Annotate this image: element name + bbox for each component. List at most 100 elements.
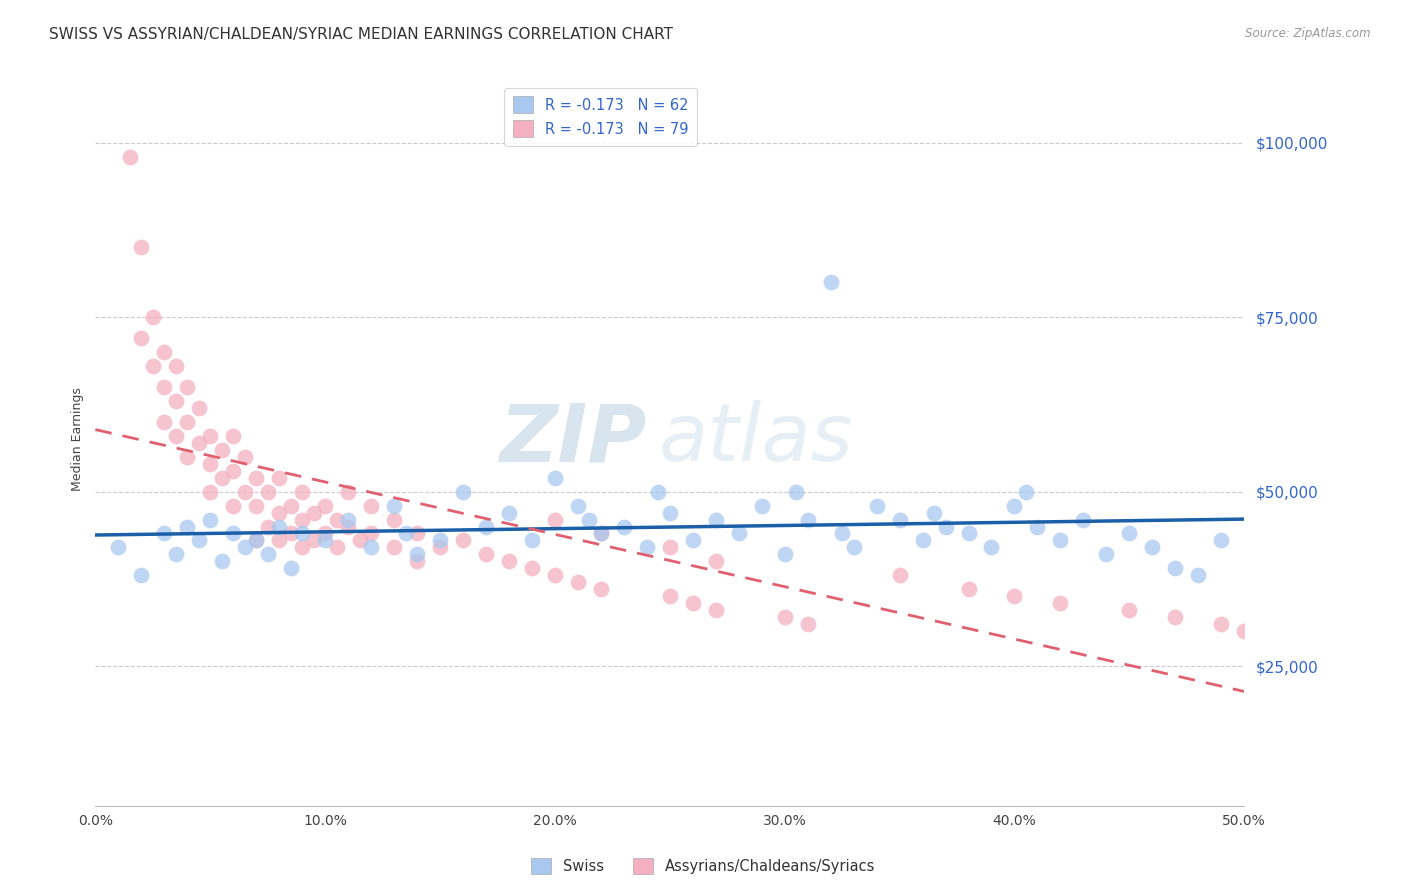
Point [578, 512, 600, 526]
Point [785, 484, 807, 499]
Point [682, 533, 704, 548]
Point [1004, 589, 1026, 603]
Point [360, 526, 382, 541]
Point [1015, 484, 1038, 499]
Point [200, 429, 222, 443]
Legend: Swiss, Assyrians/Chaldeans/Syriacs: Swiss, Assyrians/Chaldeans/Syriacs [524, 852, 882, 880]
Y-axis label: Median Earnings: Median Earnings [72, 387, 84, 491]
Point [567, 575, 589, 590]
Point [211, 442, 233, 457]
Point [165, 393, 187, 408]
Point [269, 519, 291, 533]
Point [406, 548, 429, 562]
Point [222, 464, 245, 478]
Point [337, 519, 360, 533]
Point [153, 345, 176, 359]
Point [842, 541, 865, 555]
Point [1095, 548, 1118, 562]
Point [153, 415, 176, 429]
Point [429, 533, 451, 548]
Point [280, 499, 302, 513]
Point [498, 554, 520, 568]
Point [1233, 624, 1256, 639]
Point [233, 450, 256, 464]
Point [187, 533, 209, 548]
Point [751, 499, 773, 513]
Point [142, 310, 165, 325]
Point [567, 499, 589, 513]
Point [187, 435, 209, 450]
Point [911, 533, 934, 548]
Point [1142, 541, 1164, 555]
Point [429, 541, 451, 555]
Point [406, 554, 429, 568]
Point [269, 471, 291, 485]
Point [820, 275, 842, 289]
Point [245, 499, 267, 513]
Point [302, 533, 325, 548]
Point [337, 512, 360, 526]
Point [451, 484, 474, 499]
Point [142, 359, 165, 373]
Point [360, 541, 382, 555]
Point [291, 512, 314, 526]
Point [475, 548, 498, 562]
Point [280, 526, 302, 541]
Point [153, 380, 176, 394]
Point [922, 506, 945, 520]
Point [291, 526, 314, 541]
Point [889, 512, 911, 526]
Point [245, 533, 267, 548]
Point [325, 541, 347, 555]
Point [451, 533, 474, 548]
Point [544, 512, 567, 526]
Point [1073, 512, 1095, 526]
Point [382, 512, 405, 526]
Point [256, 548, 278, 562]
Point [682, 596, 704, 610]
Point [889, 568, 911, 582]
Point [1118, 603, 1140, 617]
Point [544, 568, 567, 582]
Point [131, 240, 153, 254]
Point [1004, 499, 1026, 513]
Point [131, 568, 153, 582]
Legend: R = -0.173   N = 62, R = -0.173   N = 79: R = -0.173 N = 62, R = -0.173 N = 79 [505, 87, 697, 146]
Point [382, 541, 405, 555]
Point [314, 499, 336, 513]
Point [291, 541, 314, 555]
Point [1026, 519, 1049, 533]
Point [337, 484, 360, 499]
Point [589, 526, 612, 541]
Point [589, 582, 612, 597]
Point [934, 519, 956, 533]
Text: Source: ZipAtlas.com: Source: ZipAtlas.com [1246, 27, 1371, 40]
Point [314, 533, 336, 548]
Point [773, 610, 796, 624]
Point [957, 526, 980, 541]
Point [1164, 610, 1187, 624]
Point [222, 499, 245, 513]
Point [1164, 561, 1187, 575]
Point [704, 554, 727, 568]
Point [980, 541, 1002, 555]
Point [176, 519, 198, 533]
Text: ZIP: ZIP [499, 401, 647, 478]
Point [589, 526, 612, 541]
Point [176, 415, 198, 429]
Point [314, 526, 336, 541]
Point [647, 484, 669, 499]
Point [107, 541, 129, 555]
Point [211, 471, 233, 485]
Point [165, 548, 187, 562]
Point [1211, 533, 1233, 548]
Point [865, 499, 887, 513]
Point [796, 617, 818, 632]
Point [200, 512, 222, 526]
Point [831, 526, 853, 541]
Point [658, 506, 681, 520]
Point [200, 484, 222, 499]
Text: SWISS VS ASSYRIAN/CHALDEAN/SYRIAC MEDIAN EARNINGS CORRELATION CHART: SWISS VS ASSYRIAN/CHALDEAN/SYRIAC MEDIAN… [49, 27, 673, 42]
Point [233, 484, 256, 499]
Point [613, 519, 636, 533]
